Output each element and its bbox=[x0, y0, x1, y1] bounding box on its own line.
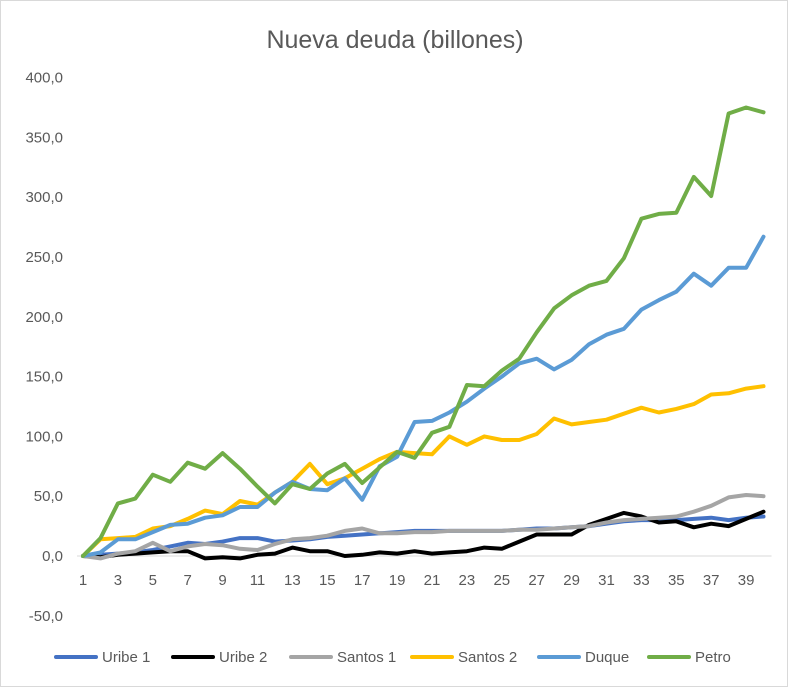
x-tick-label: 19 bbox=[389, 572, 406, 589]
legend-item-uribe-2: Uribe 2 bbox=[171, 649, 267, 666]
legend-label: Santos 2 bbox=[458, 649, 517, 666]
x-tick-label: 15 bbox=[319, 572, 336, 589]
y-tick-label: 150,0 bbox=[25, 369, 63, 386]
legend-item-uribe-1: Uribe 1 bbox=[54, 649, 150, 666]
y-tick-label: 250,0 bbox=[25, 249, 63, 266]
y-tick-label: 200,0 bbox=[25, 309, 63, 326]
x-tick-label: 29 bbox=[563, 572, 580, 589]
legend-item-santos-2: Santos 2 bbox=[410, 649, 517, 666]
legend-label: Uribe 1 bbox=[102, 649, 150, 666]
x-tick-label: 39 bbox=[738, 572, 755, 589]
x-tick-label: 21 bbox=[424, 572, 441, 589]
x-tick-label: 25 bbox=[493, 572, 510, 589]
legend-item-duque: Duque bbox=[537, 649, 629, 666]
x-tick-label: 35 bbox=[668, 572, 685, 589]
x-tick-label: 11 bbox=[250, 572, 266, 589]
y-tick-label: 50,0 bbox=[34, 488, 63, 505]
y-axis: 400,0 350,0 300,0 250,0 200,0 150,0 100,0 50,0 0… bbox=[25, 70, 63, 625]
x-tick-label: 37 bbox=[703, 572, 720, 589]
x-tick-label: 1 bbox=[79, 572, 87, 589]
x-tick-label: 5 bbox=[149, 572, 157, 589]
y-tick-label: -50,0 bbox=[29, 608, 63, 625]
x-tick-label: 9 bbox=[218, 572, 226, 589]
legend-label: Uribe 2 bbox=[219, 649, 267, 666]
y-tick-label: 100,0 bbox=[25, 428, 63, 445]
x-tick-label: 27 bbox=[528, 572, 545, 589]
chart-title: Nueva deuda (billones) bbox=[266, 26, 523, 54]
legend: Uribe 1 Uribe 2 Santos 1 Santos 2 Duque Petro bbox=[54, 649, 731, 666]
x-tick-label: 7 bbox=[184, 572, 192, 589]
x-tick-label: 31 bbox=[598, 572, 615, 589]
y-tick-label: 400,0 bbox=[25, 70, 63, 87]
legend-label: Petro bbox=[695, 649, 731, 666]
x-tick-label: 3 bbox=[114, 572, 122, 589]
legend-item-petro: Petro bbox=[647, 649, 731, 666]
series-line-petro bbox=[81, 105, 766, 558]
series-layer bbox=[81, 105, 766, 561]
x-tick-label: 13 bbox=[284, 572, 301, 589]
x-tick-label: 23 bbox=[459, 572, 476, 589]
legend-item-santos-1: Santos 1 bbox=[289, 649, 396, 666]
legend-label: Santos 1 bbox=[337, 649, 396, 666]
series-line-santos-2 bbox=[81, 384, 766, 558]
x-tick-label: 33 bbox=[633, 572, 650, 589]
y-tick-label: 0,0 bbox=[42, 548, 63, 565]
series-line-santos-1 bbox=[81, 493, 766, 561]
x-tick-label: 17 bbox=[354, 572, 371, 589]
y-tick-label: 350,0 bbox=[25, 129, 63, 146]
series-line-duque bbox=[81, 234, 766, 558]
y-tick-label: 300,0 bbox=[25, 189, 63, 206]
x-axis: 1 3 5 7 9 11 13 15 17 19 21 23 25 27 29 31 33 35 37 39 bbox=[79, 572, 755, 589]
legend-label: Duque bbox=[585, 649, 629, 666]
